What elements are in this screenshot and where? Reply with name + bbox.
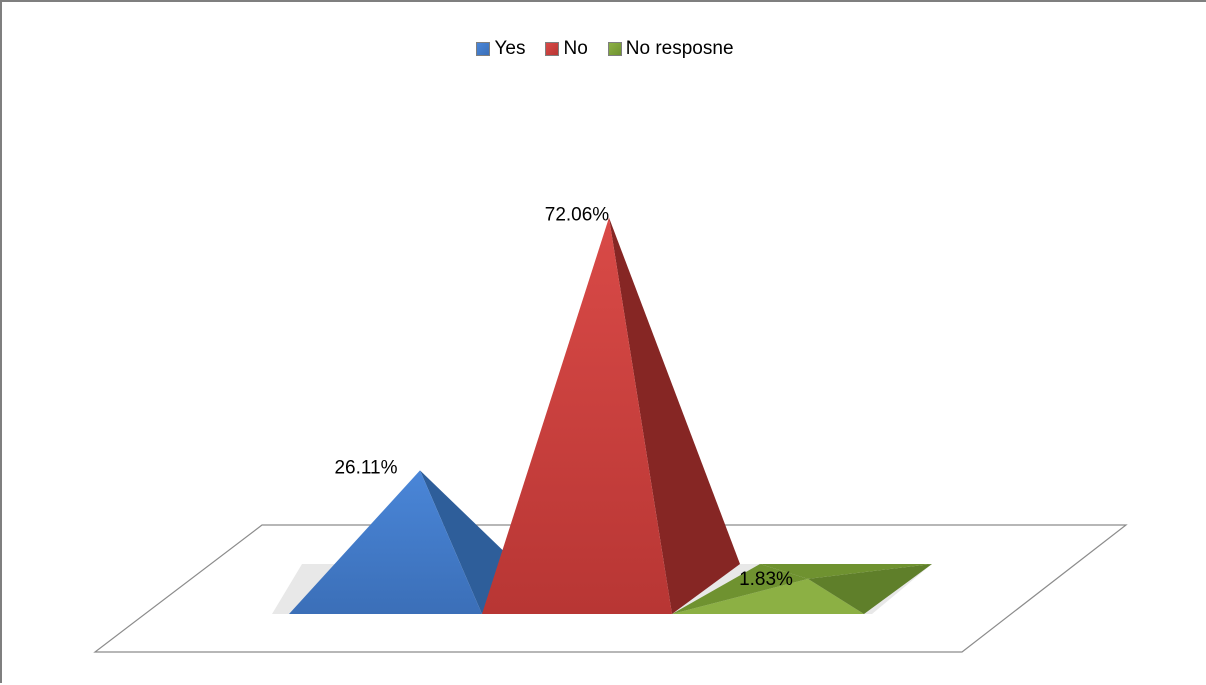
- pyramid-face-front-no: [482, 217, 672, 615]
- legend: Yes No No resposne: [2, 38, 1206, 60]
- legend-entry-yes: Yes: [476, 38, 525, 60]
- pyramid-no-resposne: [672, 564, 932, 614]
- pyramid-no: [482, 217, 740, 615]
- pyramid-face-front-no-resposne: [672, 578, 864, 614]
- legend-key-no: [545, 42, 560, 56]
- data-labels: 26.11% 72.06% 1.83%: [334, 205, 793, 590]
- pyramid-face-side-no: [609, 217, 740, 615]
- pyramid-face-right-no-resposne: [808, 564, 932, 614]
- data-label-no: 72.06%: [545, 205, 610, 226]
- pyramid-yes: [289, 470, 517, 614]
- data-label-no-resposne: 1.83%: [739, 569, 793, 590]
- pyramid-series: [289, 217, 932, 615]
- pyramid-face-back-no-resposne: [760, 564, 932, 579]
- pyramid-face-side-yes: [420, 470, 517, 614]
- legend-label-no: No: [563, 38, 588, 59]
- data-label-yes: 26.11%: [334, 457, 397, 478]
- pyramid-face-front-yes: [289, 470, 482, 614]
- legend-entry-no-response: No resposne: [607, 38, 734, 60]
- legend-label-yes: Yes: [494, 38, 526, 59]
- legend-key-no-response: [607, 42, 622, 56]
- legend-key-yes: [476, 42, 491, 56]
- pyramid-face-left-no-resposne: [672, 564, 808, 614]
- legend-label-no-response: No resposne: [625, 38, 734, 59]
- legend-entry-no: No: [545, 38, 588, 60]
